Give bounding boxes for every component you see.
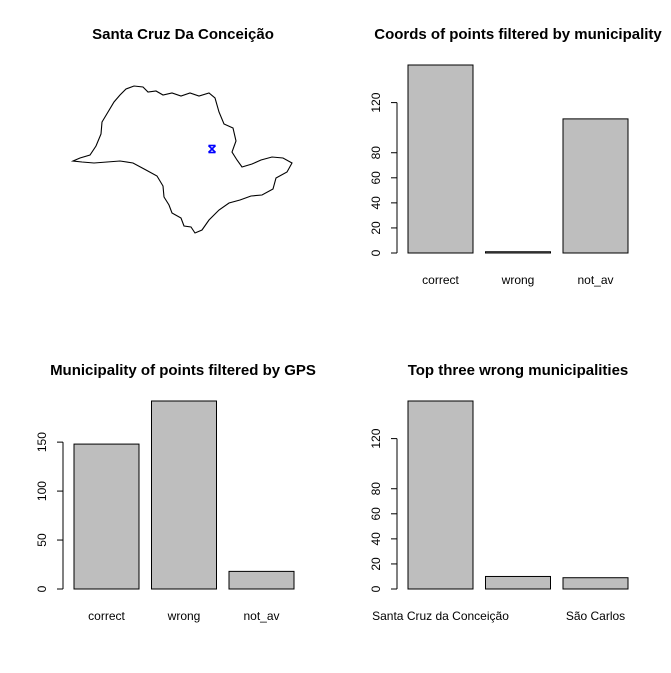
- chart-title-coords: Coords of points filtered by municipalit…: [374, 26, 662, 43]
- bar-coords-2: [562, 118, 629, 254]
- location-marker: [207, 144, 217, 154]
- bar-top-three-1: [485, 575, 551, 590]
- bar-municipality-1: [151, 400, 217, 590]
- y-tick-label-municipality-1: 50: [35, 533, 49, 547]
- y-tick-label-municipality-0: 0: [35, 585, 49, 592]
- map-panel: Santa Cruz Da Conceição: [70, 26, 293, 234]
- map-title: Santa Cruz Da Conceição: [92, 26, 274, 43]
- bar-panel-coords: Coords of points filtered by municipalit…: [369, 26, 662, 287]
- y-tick-label-coords-3: 60: [369, 171, 383, 185]
- y-tick-label-top-three-3: 60: [369, 507, 383, 521]
- bar-municipality-2: [228, 570, 295, 590]
- bar-top-three-0: [407, 400, 474, 590]
- bar-panel-top-three: Top three wrong municipalities Santa Cru…: [369, 362, 629, 623]
- category-label-coords-0: correct: [422, 273, 459, 287]
- y-tick-label-municipality-2: 100: [35, 481, 49, 501]
- bar-municipality-0: [73, 443, 140, 590]
- y-tick-label-coords-0: 0: [369, 249, 383, 256]
- category-label-municipality-0: correct: [88, 609, 125, 623]
- y-tick-label-coords-1: 20: [369, 221, 383, 235]
- chart-title-municipality: Municipality of points filtered by GPS: [50, 362, 316, 379]
- y-tick-label-coords-2: 40: [369, 196, 383, 210]
- category-label-municipality-2: not_av: [243, 609, 279, 623]
- category-label-top-three-0: Santa Cruz da Conceição: [372, 609, 509, 623]
- category-label-municipality-1: wrong: [167, 609, 201, 623]
- bar-coords-1: [485, 251, 551, 254]
- y-tick-label-coords-5: 120: [369, 92, 383, 112]
- bar-coords-0: [407, 64, 474, 254]
- y-tick-label-top-three-1: 20: [369, 557, 383, 571]
- y-tick-label-top-three-4: 80: [369, 482, 383, 496]
- bar-top-three-2: [562, 577, 629, 590]
- bar-panel-municipality: Municipality of points filtered by GPS c…: [35, 362, 316, 623]
- y-tick-label-top-three-5: 120: [369, 428, 383, 448]
- y-tick-label-top-three-2: 40: [369, 532, 383, 546]
- state-outline: [70, 85, 293, 234]
- category-label-coords-2: not_av: [577, 273, 613, 287]
- y-tick-label-municipality-3: 150: [35, 432, 49, 452]
- y-tick-label-coords-4: 80: [369, 146, 383, 160]
- chart-title-top-three: Top three wrong municipalities: [408, 362, 629, 379]
- category-label-coords-1: wrong: [501, 273, 535, 287]
- category-label-top-three-2: São Carlos: [566, 609, 625, 623]
- y-tick-label-top-three-0: 0: [369, 585, 383, 592]
